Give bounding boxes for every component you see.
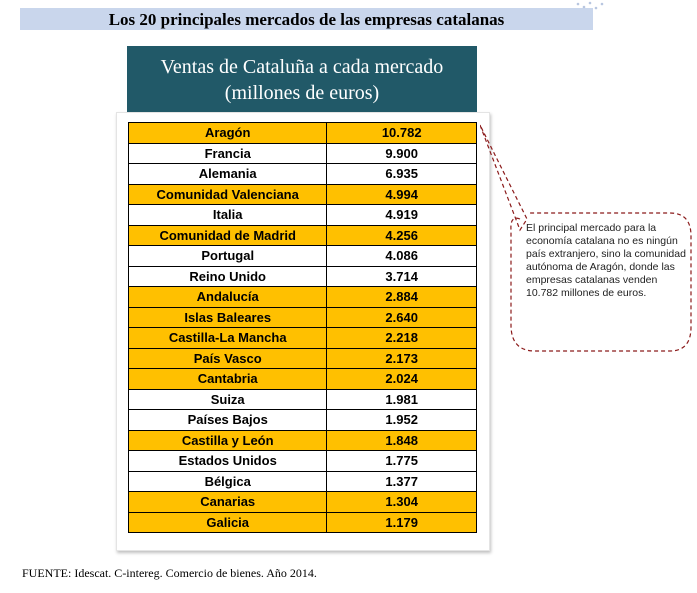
market-value: 9.900 [326,142,477,164]
market-name: País Vasco [127,347,328,369]
market-name: Canarias [127,491,328,513]
market-value: 1.952 [326,409,477,431]
market-name: Italia [127,204,328,226]
table-row: Aragón 10.782 [127,122,477,144]
market-value: 4.086 [326,245,477,267]
table-header: Ventas de Cataluña a cada mercado (millo… [127,46,477,112]
callout-bubble [480,124,692,352]
decorative-dots [576,1,604,10]
market-value: 6.935 [326,163,477,185]
table-row: País Vasco 2.173 [127,347,477,369]
market-name: Países Bajos [127,409,328,431]
market-name: Galicia [127,511,328,533]
market-name: Reino Unido [127,265,328,287]
market-name: Comunidad de Madrid [127,224,328,246]
market-name: Bélgica [127,470,328,492]
market-name: Francia [127,142,328,164]
table-row: Cantabria 2.024 [127,368,477,390]
header-line-2: (millones de euros) [224,82,380,104]
table-row: Castilla-La Mancha 2.218 [127,327,477,349]
market-name: Castilla-La Mancha [127,327,328,349]
table-row: Islas Baleares 2.640 [127,306,477,328]
market-name: Islas Baleares [127,306,328,328]
market-name: Andalucía [127,286,328,308]
market-value: 1.304 [326,491,477,513]
market-value: 1.848 [326,429,477,451]
table-row: Estados Unidos 1.775 [127,450,477,472]
market-name: Portugal [127,245,328,267]
table-row: Reino Unido 3.714 [127,265,477,287]
market-value: 1.377 [326,470,477,492]
market-value: 4.256 [326,224,477,246]
table-row: Alemania 6.935 [127,163,477,185]
market-value: 3.714 [326,265,477,287]
table-row: Bélgica 1.377 [127,470,477,492]
table-row: Portugal 4.086 [127,245,477,267]
table-row: Comunidad de Madrid 4.256 [127,224,477,246]
market-name: Castilla y León [127,429,328,451]
page-title: Los 20 principales mercados de las empre… [108,10,505,29]
table-row: Galicia 1.179 [127,511,477,533]
table-row: Andalucía 2.884 [127,286,477,308]
table-row: Comunidad Valenciana 4.994 [127,183,477,205]
market-name: Cantabria [127,368,328,390]
source-note: FUENTE: Idescat. C-intereg. Comercio de … [22,566,317,580]
table-row: Países Bajos 1.952 [127,409,477,431]
market-value: 1.981 [326,388,477,410]
market-value: 4.919 [326,204,477,226]
table-row: Francia 9.900 [127,142,477,164]
market-value: 2.640 [326,306,477,328]
market-value: 2.218 [326,327,477,349]
market-value: 2.173 [326,347,477,369]
table-row: Canarias 1.304 [127,491,477,513]
market-value: 4.994 [326,183,477,205]
market-name: Aragón [127,122,328,144]
table-row: Castilla y León 1.848 [127,429,477,451]
market-value: 10.782 [326,122,477,144]
market-name: Alemania [127,163,328,185]
market-value: 2.884 [326,286,477,308]
market-name: Comunidad Valenciana [127,183,328,205]
title-bar: Los 20 principales mercados de las empre… [20,8,593,30]
table-row: Italia 4.919 [127,204,477,226]
table-row: Suiza 1.981 [127,388,477,410]
markets-table: Aragón 10.782 Francia 9.900 Alemania 6.935 Com… [127,122,477,533]
market-value: 1.179 [326,511,477,533]
market-value: 2.024 [326,368,477,390]
header-line-1: Ventas de Cataluña a cada mercado [160,56,444,78]
market-value: 1.775 [326,450,477,472]
callout-text: El principal mercado para la economía ca… [526,222,686,299]
market-name: Estados Unidos [127,450,328,472]
market-name: Suiza [127,388,328,410]
